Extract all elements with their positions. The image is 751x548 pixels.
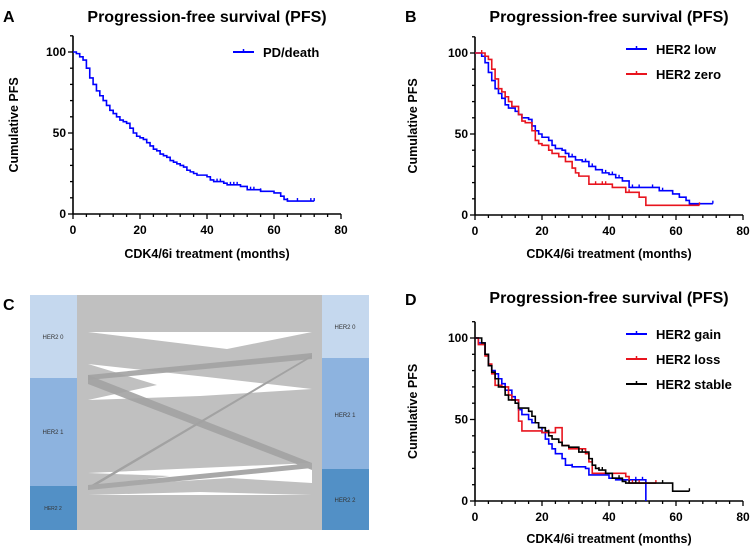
flow-her2-2-to-her2-0 (88, 355, 312, 490)
y-tick-label: 50 (455, 127, 469, 141)
left-node-label: HER2 1 (42, 430, 64, 436)
y-tick-label: 100 (46, 45, 66, 59)
y-axis-label: Cumulative PFS (406, 78, 420, 173)
y-tick-label: 50 (53, 126, 67, 140)
km-curve-pd-death (73, 51, 315, 202)
left-node-label: HER2 0 (42, 335, 64, 341)
x-tick-label: 80 (736, 510, 750, 524)
x-tick-label: 40 (602, 510, 616, 524)
x-tick-label: 0 (472, 510, 479, 524)
left-node-her2-2 (30, 486, 77, 530)
panel-c-sankey: HER2 0 HER2 1 HER2 2 HER2 0 HER2 1 HER2 … (30, 295, 369, 530)
x-tick-label: 40 (602, 224, 616, 238)
flow-gap (88, 332, 312, 349)
right-node-label: HER2 2 (334, 498, 356, 504)
legend-label: HER2 gain (656, 327, 721, 342)
panel-a-chart: Progression-free survival (PFS) CDK4/6i t… (7, 9, 348, 261)
right-node-her2-2 (322, 469, 369, 530)
x-tick-label: 20 (535, 510, 549, 524)
y-tick-label: 0 (461, 208, 468, 222)
km-curve-her2-zero (475, 52, 700, 207)
x-tick-label: 60 (669, 224, 683, 238)
left-node-her2-1 (30, 378, 77, 486)
left-node-label: HER2 2 (44, 506, 62, 512)
left-node-her2-0 (30, 295, 77, 378)
x-tick-label: 20 (535, 224, 549, 238)
flow-her2-2-to-her2-1 (88, 463, 312, 490)
y-tick-label: 100 (448, 331, 468, 345)
chart-title: Progression-free survival (PFS) (489, 9, 728, 26)
x-tick-label: 0 (472, 224, 479, 238)
chart-title: Progression-free survival (PFS) (489, 290, 728, 307)
legend-label: HER2 low (656, 42, 717, 57)
x-tick-label: 80 (736, 224, 750, 238)
x-tick-label: 20 (133, 223, 147, 237)
x-tick-label: 0 (70, 223, 77, 237)
y-axis-label: Cumulative PFS (406, 364, 420, 459)
flow-her2-1-to-her2-0 (88, 353, 312, 380)
right-node-her2-0 (322, 295, 369, 358)
x-tick-label: 60 (267, 223, 281, 237)
legend-label: HER2 loss (656, 352, 720, 367)
legend-label: HER2 zero (656, 67, 721, 82)
panel-label-c: C (3, 297, 15, 314)
x-tick-label: 80 (334, 223, 348, 237)
km-curve-her2-gain (475, 337, 647, 501)
y-tick-label: 0 (461, 494, 468, 508)
x-axis-label: CDK4/6i treatment (months) (526, 247, 691, 261)
y-tick-label: 0 (59, 207, 66, 221)
panel-b-chart: Progression-free survival (PFS) CDK4/6i t… (406, 9, 750, 261)
panel-label-b: B (405, 9, 417, 26)
y-axis-label: Cumulative PFS (7, 77, 21, 172)
y-tick-label: 100 (448, 46, 468, 60)
right-node-label: HER2 0 (334, 325, 356, 331)
panel-label-a: A (3, 9, 15, 26)
km-curve-her2-stable (475, 337, 690, 493)
x-tick-label: 40 (200, 223, 214, 237)
flow-gap (88, 492, 312, 495)
legend-label: PD/death (263, 45, 319, 60)
x-axis-label: CDK4/6i treatment (months) (124, 247, 289, 261)
panel-d-chart: Progression-free survival (PFS) CDK4/6i t… (406, 290, 750, 546)
legend-label: HER2 stable (656, 377, 732, 392)
chart-title: Progression-free survival (PFS) (87, 9, 326, 26)
km-curve-her2-low (475, 52, 713, 205)
right-node-her2-1 (322, 358, 369, 469)
right-node-label: HER2 1 (334, 413, 356, 419)
y-tick-label: 50 (455, 413, 469, 427)
x-tick-label: 60 (669, 510, 683, 524)
panel-label-d: D (405, 292, 417, 309)
x-axis-label: CDK4/6i treatment (months) (526, 532, 691, 546)
